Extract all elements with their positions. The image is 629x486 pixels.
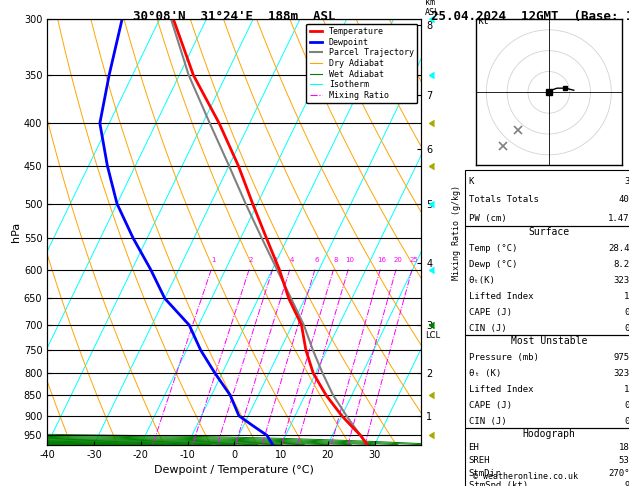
Text: 270°: 270° — [608, 469, 629, 478]
Text: Totals Totals: Totals Totals — [469, 195, 538, 205]
Text: θₜ(K): θₜ(K) — [469, 276, 496, 285]
Text: Hodograph: Hodograph — [522, 429, 576, 438]
Text: 323: 323 — [613, 276, 629, 285]
Text: 0: 0 — [624, 324, 629, 333]
Text: Mixing Ratio (g/kg): Mixing Ratio (g/kg) — [452, 185, 460, 279]
Text: 28.4: 28.4 — [608, 244, 629, 253]
Text: EH: EH — [469, 443, 479, 452]
Text: 1.47: 1.47 — [608, 214, 629, 223]
Text: 25: 25 — [409, 258, 418, 263]
Text: 10: 10 — [345, 258, 355, 263]
Text: 18: 18 — [619, 443, 629, 452]
Text: 323: 323 — [613, 369, 629, 378]
Text: PW (cm): PW (cm) — [469, 214, 506, 223]
Text: LCL: LCL — [425, 331, 440, 340]
Text: 9: 9 — [624, 481, 629, 486]
Text: Lifted Index: Lifted Index — [469, 292, 533, 301]
Text: kt: kt — [478, 16, 490, 26]
Text: 8: 8 — [333, 258, 338, 263]
Text: Lifted Index: Lifted Index — [469, 385, 533, 394]
Text: StmDir: StmDir — [469, 469, 501, 478]
Text: Most Unstable: Most Unstable — [511, 336, 587, 346]
Text: Pressure (mb): Pressure (mb) — [469, 353, 538, 362]
Y-axis label: hPa: hPa — [11, 222, 21, 242]
Text: SREH: SREH — [469, 456, 490, 465]
Text: 40: 40 — [619, 195, 629, 205]
Text: Surface: Surface — [528, 227, 569, 237]
Text: CIN (J): CIN (J) — [469, 324, 506, 333]
Text: 0: 0 — [624, 417, 629, 426]
Text: CAPE (J): CAPE (J) — [469, 308, 511, 317]
Text: 1: 1 — [624, 292, 629, 301]
Text: StmSpd (kt): StmSpd (kt) — [469, 481, 528, 486]
Text: K: K — [469, 177, 474, 186]
Text: 8.2: 8.2 — [613, 260, 629, 269]
Text: 0: 0 — [624, 308, 629, 317]
Text: θₜ (K): θₜ (K) — [469, 369, 501, 378]
Text: 16: 16 — [377, 258, 387, 263]
Text: © weatheronline.co.uk: © weatheronline.co.uk — [473, 472, 577, 481]
Text: 3: 3 — [272, 258, 277, 263]
Text: 2: 2 — [249, 258, 253, 263]
Text: 1: 1 — [211, 258, 216, 263]
Text: 25.04.2024  12GMT  (Base: 12): 25.04.2024 12GMT (Base: 12) — [431, 10, 629, 23]
Text: 30°08'N  31°24'E  188m  ASL: 30°08'N 31°24'E 188m ASL — [133, 10, 335, 23]
X-axis label: Dewpoint / Temperature (°C): Dewpoint / Temperature (°C) — [154, 465, 314, 475]
Text: km
ASL: km ASL — [425, 0, 440, 17]
Text: 6: 6 — [314, 258, 319, 263]
Text: CAPE (J): CAPE (J) — [469, 401, 511, 410]
Text: 975: 975 — [613, 353, 629, 362]
Text: 20: 20 — [393, 258, 402, 263]
Legend: Temperature, Dewpoint, Parcel Trajectory, Dry Adiabat, Wet Adiabat, Isotherm, Mi: Temperature, Dewpoint, Parcel Trajectory… — [306, 24, 417, 103]
Text: Dewp (°C): Dewp (°C) — [469, 260, 517, 269]
Text: 4: 4 — [289, 258, 294, 263]
Text: 1: 1 — [624, 385, 629, 394]
Text: 53: 53 — [619, 456, 629, 465]
Text: 0: 0 — [624, 401, 629, 410]
Text: Temp (°C): Temp (°C) — [469, 244, 517, 253]
Text: CIN (J): CIN (J) — [469, 417, 506, 426]
Text: 3: 3 — [624, 177, 629, 186]
